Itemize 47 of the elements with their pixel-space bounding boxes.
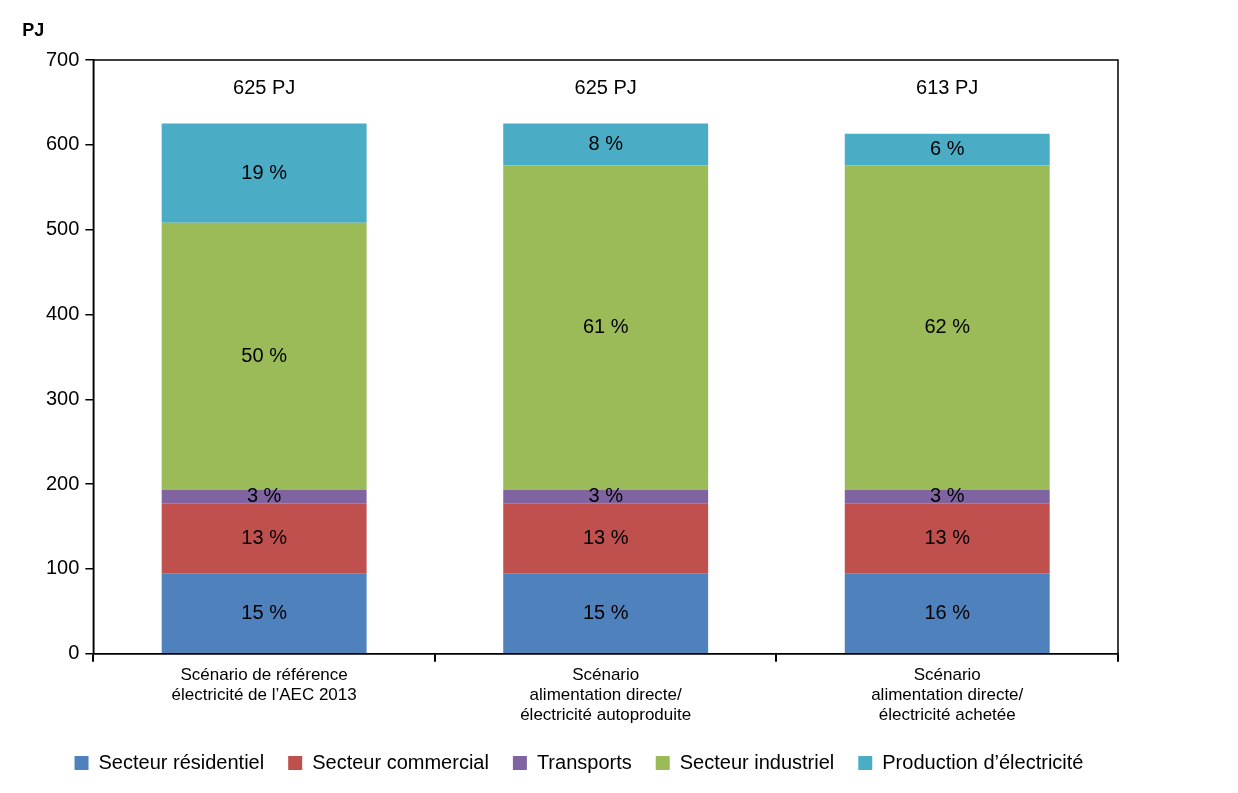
bar	[503, 123, 709, 166]
bar	[161, 573, 367, 654]
y-tick-label: 400	[45, 302, 80, 324]
y-tick-label: 0	[68, 641, 80, 664]
legend-label: Secteur industriel	[679, 750, 835, 773]
x-tick-label: Scénario alimentation directe/ électricité autoproduite	[520, 664, 692, 725]
annotation: 15 %	[582, 600, 629, 623]
y-tick-label: 100	[45, 556, 80, 579]
y-tick-label: 700	[45, 47, 80, 70]
bar	[161, 123, 367, 223]
annotation: 62 %	[924, 315, 971, 338]
y-tick-label: 200	[45, 471, 80, 494]
annotation: 15 %	[241, 600, 288, 623]
legend-label: Transports	[536, 750, 632, 773]
x-tick-label: Scénario de référence électricité de l’AEC 2013	[171, 664, 357, 705]
bar	[503, 503, 709, 574]
bar	[844, 573, 1050, 654]
annotation: 3 %	[246, 484, 282, 507]
annotation: 16 %	[924, 600, 971, 623]
legend-label: Secteur commercial	[312, 750, 489, 773]
annotation: 3 %	[588, 484, 624, 507]
y-tick-label: 300	[45, 386, 80, 409]
bar	[161, 503, 367, 574]
x-tick-label: Scénario alimentation directe/ électricité achetée	[871, 664, 1024, 725]
annotation: 61 %	[582, 315, 629, 338]
bar	[503, 490, 709, 504]
total-label: 625 PJ	[574, 75, 637, 98]
y-tick-label: 600	[45, 132, 80, 155]
annotation: 6 %	[929, 137, 965, 160]
total-label: 613 PJ	[916, 75, 979, 98]
legend-label: Secteur résidentiel	[98, 750, 265, 773]
annotation: 3 %	[929, 484, 965, 507]
legend-label: Production d’électricité	[882, 750, 1084, 773]
bar	[503, 573, 709, 654]
annotation: 13 %	[582, 525, 629, 548]
annotation: 13 %	[241, 525, 288, 548]
bar	[161, 490, 367, 504]
annotation: 50 %	[241, 343, 288, 366]
bar	[844, 490, 1050, 504]
annotation: 13 %	[924, 525, 971, 548]
y-tick-label: 500	[45, 217, 80, 240]
bar	[844, 133, 1050, 166]
bar	[844, 503, 1050, 574]
annotation: 8 %	[588, 131, 624, 154]
total-label: 625 PJ	[233, 75, 296, 98]
y-axis-title: PJ	[22, 19, 45, 40]
annotation: 19 %	[241, 160, 288, 183]
